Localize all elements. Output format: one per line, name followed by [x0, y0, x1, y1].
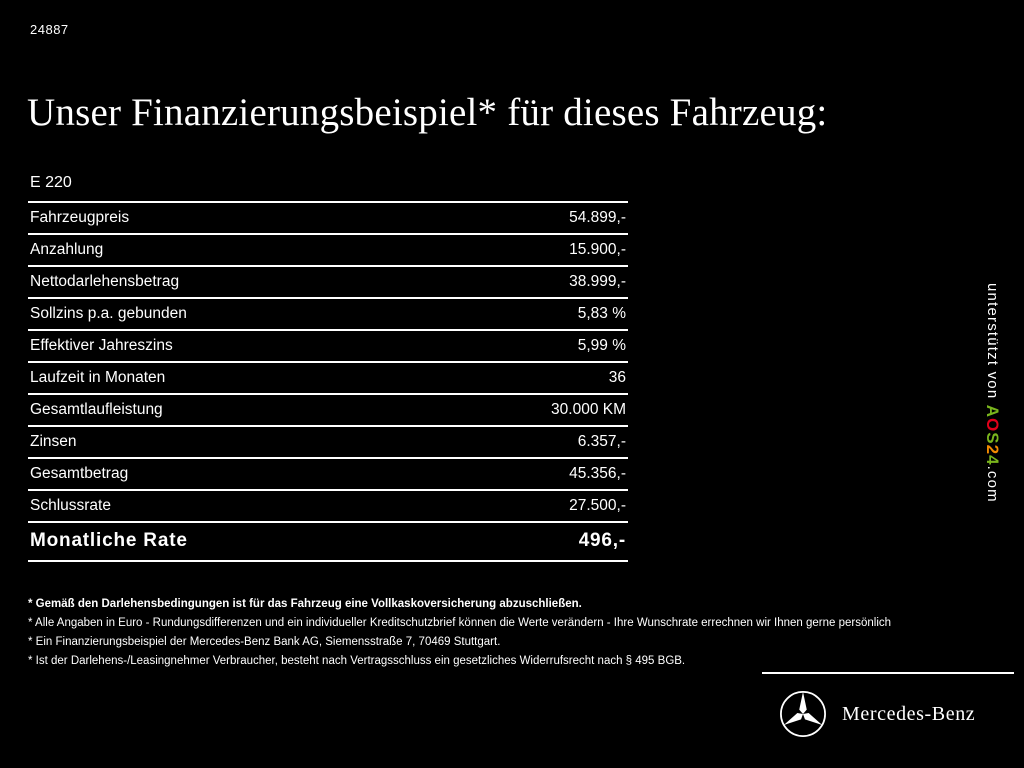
aos24-domain-suffix: .com	[984, 465, 1001, 503]
row-value: 54.899,-	[569, 209, 626, 226]
row-label: Gesamtlaufleistung	[30, 401, 163, 418]
row-label: Gesamtbetrag	[30, 465, 129, 482]
aos24-letter: S	[983, 432, 1002, 445]
table-row: Schlussrate 27.500,-	[28, 489, 628, 521]
row-value: 5,99 %	[577, 337, 626, 354]
row-value: 15.900,-	[569, 241, 626, 258]
row-label: Sollzins p.a. gebunden	[30, 305, 187, 322]
monthly-rate-row: Monatliche Rate 496,-	[28, 521, 628, 562]
table-row: Sollzins p.a. gebunden 5,83 %	[28, 297, 628, 329]
footnote: * Alle Angaben in Euro - Rundungsdiffere…	[28, 617, 892, 629]
aos24-letter: 2	[983, 444, 1002, 456]
row-value: 45.356,-	[569, 465, 626, 482]
aos24-letter: 4	[983, 455, 1002, 466]
supported-by-sidebar: unterstützt von AOS24.com	[982, 283, 1002, 503]
table-row: Zinsen 6.357,-	[28, 425, 628, 457]
page-title: Unser Finanzierungsbeispiel* für dieses …	[27, 91, 828, 135]
row-label: Anzahlung	[30, 241, 104, 258]
footer-brand: Mercedes-Benz	[778, 687, 1014, 741]
table-row: Anzahlung 15.900,-	[28, 233, 628, 265]
footnote: * Ist der Darlehens-/Leasingnehmer Verbr…	[28, 655, 686, 667]
table-row: Laufzeit in Monaten 36	[28, 361, 628, 393]
footnote: * Gemäß den Darlehensbedingungen ist für…	[28, 598, 582, 610]
monthly-rate-label: Monatliche Rate	[30, 530, 188, 551]
footer-divider	[762, 672, 1014, 674]
page-id: 24887	[30, 22, 69, 37]
row-label: Fahrzeugpreis	[30, 209, 130, 226]
row-value: 6.357,-	[577, 433, 626, 450]
footnotes: * Gemäß den Darlehensbedingungen ist für…	[28, 598, 968, 674]
mercedes-benz-wordmark: Mercedes-Benz	[842, 702, 976, 725]
aos24-letter: O	[983, 418, 1002, 433]
row-value: 27.500,-	[569, 497, 626, 514]
row-label: Effektiver Jahreszins	[30, 337, 173, 354]
table-row: Fahrzeugpreis 54.899,-	[28, 201, 628, 233]
monthly-rate-value: 496,-	[578, 530, 626, 551]
row-value: 30.000 KM	[551, 401, 626, 418]
table-row: Nettodarlehensbetrag 38.999,-	[28, 265, 628, 297]
aos24-logo-text: AOS24	[983, 405, 1002, 466]
row-value: 5,83 %	[577, 305, 626, 322]
row-label: Schlussrate	[30, 497, 111, 514]
table-row: Effektiver Jahreszins 5,99 %	[28, 329, 628, 361]
mercedes-star-icon	[780, 691, 826, 737]
vehicle-model: E 220	[30, 174, 72, 191]
row-label: Laufzeit in Monaten	[30, 369, 166, 386]
row-value: 36	[608, 369, 626, 386]
row-label: Zinsen	[30, 433, 77, 450]
row-value: 38.999,-	[569, 273, 626, 290]
footnote: * Ein Finanzierungsbeispiel der Mercedes…	[28, 636, 501, 648]
aos24-letter: A	[983, 404, 1002, 419]
financing-table: E 220 Fahrzeugpreis 54.899,- Anzahlung 1…	[28, 170, 628, 562]
table-row: Gesamtlaufleistung 30.000 KM	[28, 393, 628, 425]
supported-by-text: unterstützt von	[984, 283, 1001, 405]
table-row: Gesamtbetrag 45.356,-	[28, 457, 628, 489]
row-label: Nettodarlehensbetrag	[30, 273, 180, 290]
